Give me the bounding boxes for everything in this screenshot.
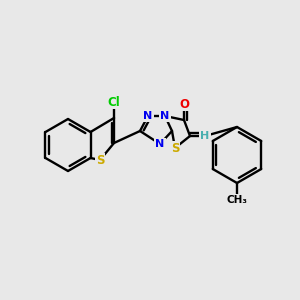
Text: H: H — [200, 131, 210, 141]
Text: N: N — [160, 111, 169, 121]
Text: S: S — [171, 142, 179, 154]
Text: O: O — [179, 98, 189, 110]
Text: CH₃: CH₃ — [226, 195, 248, 205]
Text: N: N — [155, 139, 165, 149]
Text: S: S — [96, 154, 104, 166]
Text: N: N — [143, 111, 153, 121]
Text: Cl: Cl — [108, 95, 120, 109]
